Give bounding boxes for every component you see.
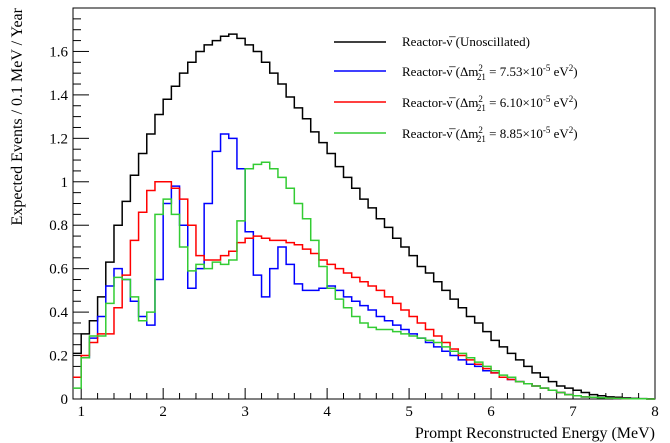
x-tick-label: 6 [487,404,495,420]
legend-label-885: Reactor-ν̅ (Δm2 21 = 8.85×10-5 eV2) [402,125,578,144]
x-tick-label: 5 [405,404,413,420]
x-tick-label: 8 [651,404,659,420]
series-group [73,33,655,400]
x-axis-label: Prompt Reconstructed Energy (MeV) [415,425,655,442]
x-tick-label: 7 [569,404,577,420]
series-line-1 [73,133,655,400]
legend: Reactor-ν̅ (Unoscillated) Reactor-ν̅ (Δm… [334,34,578,144]
y-tick-label: 1.2 [49,131,68,147]
legend-label-610: Reactor-ν̅ (Δm2 21 = 6.10×10-5 eV2) [402,94,578,113]
x-tick-label: 4 [323,404,331,420]
y-tick-label: 0.2 [49,349,68,365]
y-tick-label: 1 [61,175,69,191]
y-axis-label: Expected Events / 0.1 MeV / Year [9,7,26,225]
x-tick-label: 2 [159,404,167,420]
legend-label-753: Reactor-ν̅ (Δm2 21 = 7.53×10-5 eV2) [402,63,578,82]
series-line-0 [73,33,655,400]
y-tick-label: 0.8 [49,218,68,234]
x-tick-label: 3 [241,404,249,420]
y-tick-label: 1.6 [49,44,68,60]
series-line-3 [73,161,655,400]
y-tick-label: 0.6 [49,262,68,278]
axis-ticks: 1 2 3 4 5 6 7 8 0 0.2 0.4 0.6 0.8 1 1.2 1.4 1.6 [49,18,659,420]
x-tick-label: 1 [77,404,85,420]
y-tick-label: 0.4 [49,305,68,321]
y-tick-label: 1.4 [49,88,68,104]
legend-label-unoscillated: Reactor-ν̅ (Unoscillated) [402,34,530,49]
y-tick-label: 0 [61,392,69,408]
